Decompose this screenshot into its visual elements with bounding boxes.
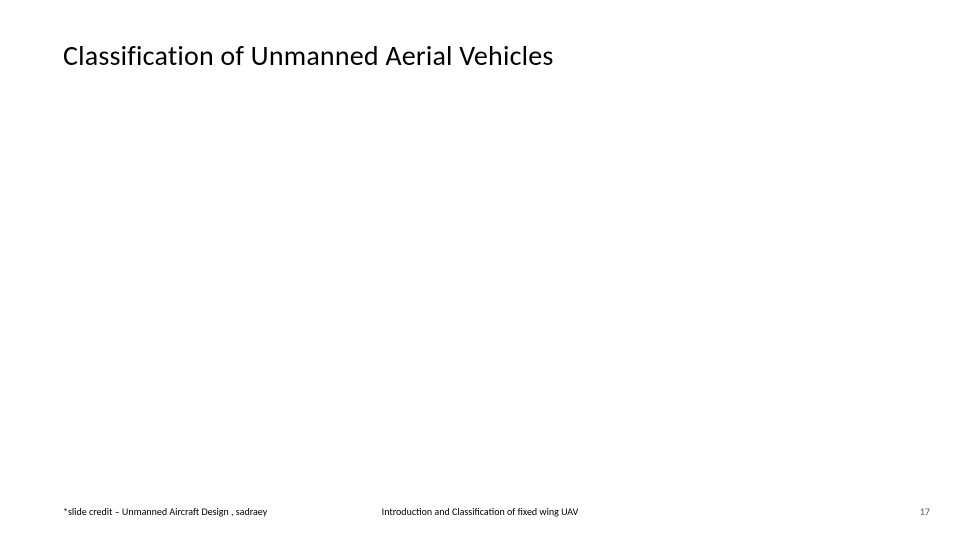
footer-credit: *slide credit – Unmanned Aircraft Design…: [63, 505, 267, 518]
slide-footer: *slide credit – Unmanned Aircraft Design…: [0, 498, 960, 518]
page-number: 17: [920, 505, 930, 518]
slide-title: Classification of Unmanned Aerial Vehicl…: [63, 38, 554, 73]
footer-subtitle: Introduction and Classification of fixed…: [382, 505, 579, 518]
